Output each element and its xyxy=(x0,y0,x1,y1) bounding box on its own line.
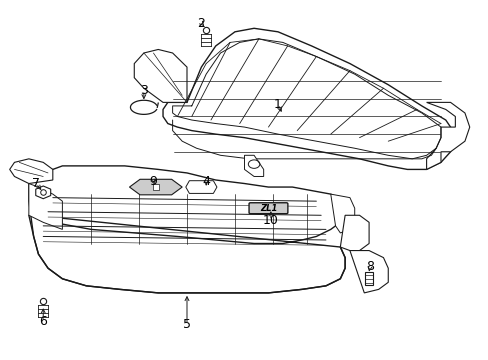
Polygon shape xyxy=(163,28,454,170)
Polygon shape xyxy=(426,102,469,170)
Polygon shape xyxy=(330,194,354,233)
Polygon shape xyxy=(29,184,62,229)
Polygon shape xyxy=(244,155,263,176)
Polygon shape xyxy=(152,184,159,190)
Polygon shape xyxy=(340,215,368,251)
Polygon shape xyxy=(134,49,186,102)
Polygon shape xyxy=(36,186,51,199)
Polygon shape xyxy=(349,251,387,293)
Text: ZL1: ZL1 xyxy=(259,204,277,213)
Text: 6: 6 xyxy=(39,315,47,328)
Bar xyxy=(364,272,373,285)
Text: 5: 5 xyxy=(183,318,191,331)
Polygon shape xyxy=(29,166,345,293)
Text: 8: 8 xyxy=(366,260,373,273)
Text: 4: 4 xyxy=(202,175,210,188)
Text: 2: 2 xyxy=(197,17,205,30)
Text: 1: 1 xyxy=(274,98,282,111)
Text: 7: 7 xyxy=(32,177,40,190)
Text: 9: 9 xyxy=(149,175,157,188)
Polygon shape xyxy=(129,179,182,195)
Text: 3: 3 xyxy=(140,84,147,96)
Polygon shape xyxy=(10,159,53,184)
Polygon shape xyxy=(185,181,217,193)
Text: 10: 10 xyxy=(263,214,278,227)
FancyBboxPatch shape xyxy=(248,203,287,214)
